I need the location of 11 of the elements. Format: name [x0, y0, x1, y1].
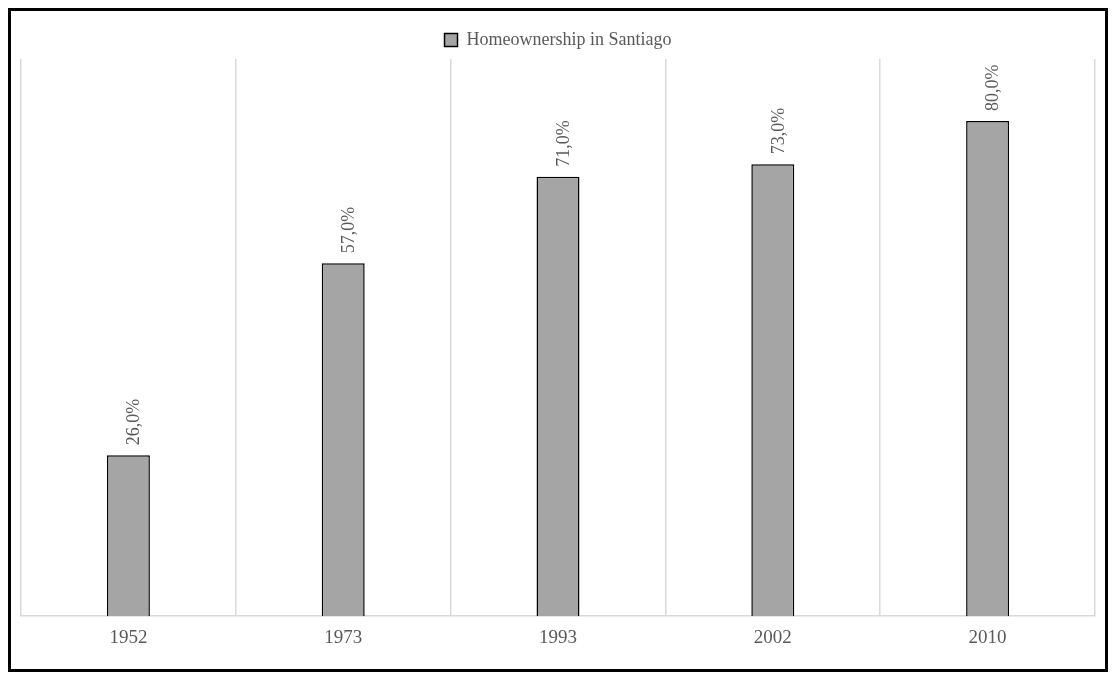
data-label: 26,0%	[123, 398, 144, 446]
x-tick-label: 2010	[968, 625, 1007, 647]
data-label: 57,0%	[337, 206, 358, 254]
data-label: 80,0%	[982, 64, 1003, 111]
x-tick-label: 2002	[753, 625, 792, 647]
data-label: 71,0%	[552, 120, 573, 167]
legend-label: Homeownership in Santiago	[466, 28, 672, 49]
x-tick-label: 1952	[109, 625, 148, 647]
data-label: 73,0%	[767, 107, 788, 155]
x-tick-label: 1973	[324, 625, 363, 647]
x-tick-label: 1993	[539, 625, 577, 647]
